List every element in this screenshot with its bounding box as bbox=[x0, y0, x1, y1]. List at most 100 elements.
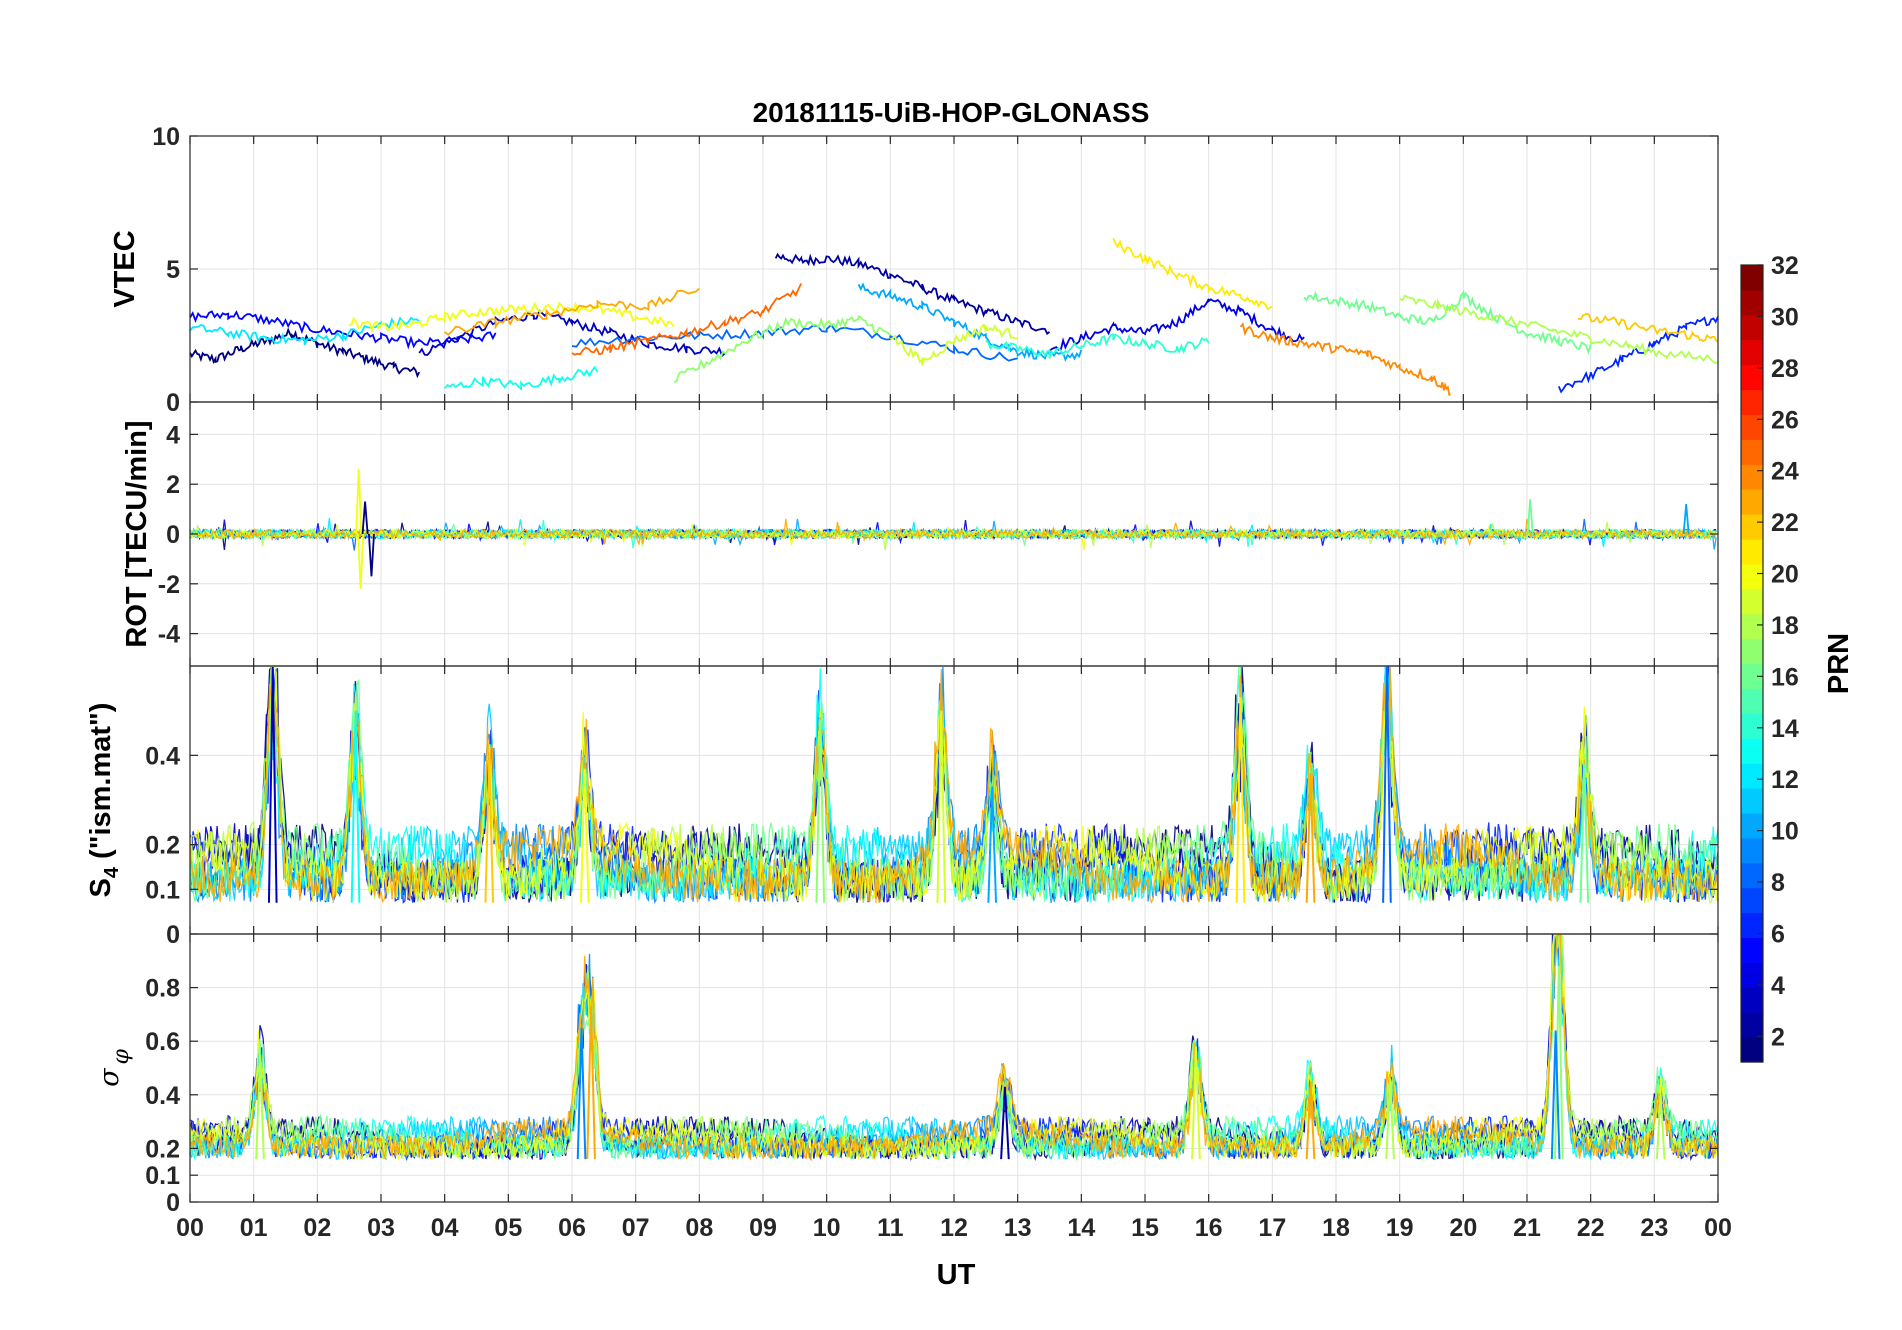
x-tick-label: 22 bbox=[1577, 1214, 1605, 1242]
panel-sigma_phi: 00.10.2 0.4 0.6 0.8 σφ bbox=[94, 933, 1719, 1217]
y-tick-label: 0.1 bbox=[145, 876, 180, 904]
colorbar-tick-label: 8 bbox=[1771, 869, 1785, 897]
colorbar-segment bbox=[1741, 1037, 1763, 1063]
series-prn-23 bbox=[189, 934, 1719, 1161]
panel-rot: -4 -2 0 2 4 ROT [TECU/min] bbox=[121, 401, 1719, 667]
colorbar-segment bbox=[1741, 538, 1763, 565]
colorbar-tick-label: 28 bbox=[1771, 355, 1799, 383]
x-tick-label: 13 bbox=[1004, 1214, 1032, 1242]
colorbar-segment bbox=[1741, 489, 1763, 515]
colorbar-tick-label: 30 bbox=[1771, 303, 1799, 331]
rot-spike bbox=[1526, 499, 1534, 535]
y-tick-label: 0.2 bbox=[145, 1135, 180, 1163]
x-tick-label: 14 bbox=[1067, 1214, 1095, 1242]
colorbar-tick-label: 16 bbox=[1771, 663, 1799, 691]
colorbar-segment bbox=[1741, 912, 1763, 939]
colorbar-tick-label: 12 bbox=[1771, 766, 1799, 794]
colorbar-segment bbox=[1741, 887, 1763, 914]
y-tick-label: 0.4 bbox=[145, 1082, 180, 1110]
colorbar-tick-label: 20 bbox=[1771, 561, 1799, 589]
colorbar-segment bbox=[1741, 314, 1763, 341]
x-tick-label: 03 bbox=[367, 1214, 395, 1242]
y-tick-label: 0 bbox=[166, 1189, 180, 1217]
peak-prn-23 bbox=[1305, 773, 1316, 903]
peak-prn-23 bbox=[586, 1006, 596, 1160]
colorbar-segment bbox=[1741, 265, 1763, 291]
x-tick-label: 04 bbox=[431, 1214, 459, 1242]
y-axis-ticks: 00.10.2 0.4 0.6 0.8 bbox=[145, 934, 1719, 1217]
colorbar-tick-label: 22 bbox=[1771, 509, 1799, 537]
series-prn-18 bbox=[1399, 294, 1719, 364]
colorbar-segment bbox=[1741, 763, 1763, 789]
panel-data bbox=[189, 469, 1717, 589]
x-tick-label: 15 bbox=[1131, 1214, 1159, 1242]
rot-spike bbox=[361, 501, 369, 535]
colorbar-segment bbox=[1741, 364, 1763, 391]
colorbar-segment bbox=[1741, 962, 1763, 988]
colorbar-segment bbox=[1741, 563, 1763, 590]
colorbar-segment bbox=[1741, 688, 1763, 714]
x-tick-label: 06 bbox=[558, 1214, 586, 1242]
x-tick-label: 02 bbox=[303, 1214, 331, 1242]
colorbar-tick-label: 6 bbox=[1771, 920, 1785, 948]
x-tick-label: 10 bbox=[813, 1214, 841, 1242]
series-prn-23 bbox=[189, 518, 1717, 547]
y-tick-label: 0 bbox=[166, 389, 180, 417]
series-prn-12 bbox=[189, 316, 420, 346]
colorbar-segment bbox=[1741, 837, 1763, 864]
x-tick-label: 21 bbox=[1513, 1214, 1541, 1242]
peak-prn-17 bbox=[1554, 966, 1564, 1160]
colorbar-segment bbox=[1741, 713, 1763, 739]
rot-spike bbox=[1682, 504, 1690, 535]
panel-data bbox=[189, 666, 1719, 905]
y-tick-label: -4 bbox=[158, 621, 180, 649]
colorbar-segment bbox=[1741, 663, 1763, 690]
series-prn-14 bbox=[985, 333, 1210, 359]
series-prn-16 bbox=[1303, 289, 1592, 356]
peak-prn-21 bbox=[1235, 697, 1246, 903]
rot-spike bbox=[355, 469, 363, 535]
peak-prn-13 bbox=[350, 710, 361, 903]
series-prn-20 bbox=[348, 301, 675, 334]
colorbar-tick-label: 32 bbox=[1771, 252, 1799, 280]
x-tick-label: 16 bbox=[1195, 1214, 1223, 1242]
peak-prn-9 bbox=[1550, 1030, 1561, 1160]
y-tick-label: 0 bbox=[166, 521, 180, 549]
x-tick-label: 17 bbox=[1258, 1214, 1286, 1242]
peak-prn-19 bbox=[1191, 1046, 1201, 1160]
colorbar-tick-label: 2 bbox=[1771, 1023, 1785, 1051]
colorbar-segment bbox=[1741, 514, 1763, 540]
x-tick-label: 20 bbox=[1449, 1214, 1477, 1242]
x-tick-label: 07 bbox=[622, 1214, 650, 1242]
y-tick-label: 5 bbox=[166, 256, 180, 284]
colorbar-segment bbox=[1741, 987, 1763, 1013]
y-axis-ticks: -4 -2 0 2 4 bbox=[158, 402, 1719, 666]
x-tick-label: 00 bbox=[1704, 1214, 1732, 1242]
x-tick-label: 12 bbox=[940, 1214, 968, 1242]
y-tick-label: 0 bbox=[166, 921, 180, 949]
colorbar-segment bbox=[1741, 339, 1763, 366]
colorbar-segment bbox=[1741, 1012, 1763, 1038]
peak-prn-18 bbox=[255, 1054, 265, 1160]
y-axis-label: σφ bbox=[94, 1048, 134, 1086]
series-prn-21 bbox=[1112, 237, 1273, 311]
colorbar-segment bbox=[1741, 289, 1763, 316]
colorbar-segment bbox=[1741, 788, 1763, 814]
series-prn-20 bbox=[189, 934, 1719, 1162]
x-tick-label: 23 bbox=[1640, 1214, 1668, 1242]
series-prn-19 bbox=[890, 323, 1018, 366]
series-prn-13 bbox=[443, 365, 599, 392]
rot-spike bbox=[368, 533, 375, 577]
peak-prn-2 bbox=[1000, 1086, 1010, 1160]
colorbar-segment bbox=[1741, 862, 1763, 889]
series-prn-20 bbox=[189, 670, 1719, 904]
x-axis: 00 01 02 03 04 05 06 07 08 09 10 11 12 13 14 15 16 17 18 19… bbox=[176, 1214, 1732, 1242]
colorbar-segment bbox=[1741, 738, 1763, 764]
y-axis-ticks: 0 5 10 bbox=[152, 123, 1719, 417]
y-axis-label: S4 ("ism.mat") bbox=[85, 703, 123, 898]
colorbar-segment bbox=[1741, 588, 1763, 615]
x-tick-label: 01 bbox=[240, 1214, 268, 1242]
colorbar-label: PRN bbox=[1823, 633, 1855, 694]
